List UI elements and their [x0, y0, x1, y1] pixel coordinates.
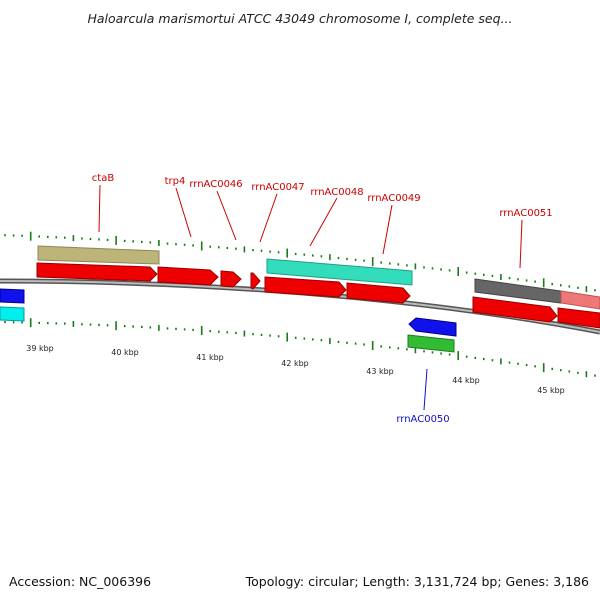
- genome-info-text: Topology: circular; Length: 3,131,724 bp…: [245, 574, 589, 589]
- left-blue-reverse-feature[interactable]: [0, 288, 25, 304]
- scale-labels: 39 kbp 40 kbp 41 kbp 42 kbp 43 kbp 44 kb…: [26, 344, 565, 395]
- cds-arrow[interactable]: [264, 276, 347, 298]
- scale-label: 41 kbp: [196, 353, 224, 362]
- map-title: Haloarcula marismortui ATCC 43049 chromo…: [87, 11, 513, 26]
- cds-arrow[interactable]: [557, 307, 600, 329]
- scale-label: 45 kbp: [537, 386, 565, 395]
- gene-label-rrnAC0051[interactable]: rrnAC0051: [499, 208, 552, 219]
- label-leaders: [98, 184, 523, 411]
- gene-label-rrnAC0049[interactable]: rrnAC0049: [367, 193, 420, 204]
- gene-label-rrnAC0047[interactable]: rrnAC0047: [251, 182, 304, 193]
- scale-label: 42 kbp: [281, 359, 309, 368]
- gene-label-rrnAC0048[interactable]: rrnAC0048: [310, 187, 363, 198]
- rrnAC0051-pink-feature[interactable]: [560, 290, 600, 310]
- rrnAC0050-cds-arrow[interactable]: [408, 317, 457, 337]
- cds-arrow[interactable]: [346, 282, 411, 304]
- accession-text: Accession: NC_006396: [9, 574, 152, 589]
- inner-tick-marks: [4, 318, 596, 378]
- scale-label: 40 kbp: [111, 348, 139, 357]
- cds-arrow[interactable]: [250, 272, 261, 290]
- scale-label: 43 kbp: [366, 367, 394, 376]
- cds-arrow[interactable]: [157, 266, 219, 286]
- ctaB-feature[interactable]: [37, 245, 160, 265]
- scale-label: 44 kbp: [452, 376, 480, 385]
- rrnAC0048-feature[interactable]: [266, 258, 413, 286]
- scale-label: 39 kbp: [26, 344, 54, 353]
- gene-label-rrnAC0046[interactable]: rrnAC0046: [189, 179, 242, 190]
- cds-arrow[interactable]: [220, 270, 242, 288]
- gene-label-rrnAC0050[interactable]: rrnAC0050: [396, 414, 449, 425]
- forward-cds-arrows: [36, 262, 600, 329]
- cds-arrow[interactable]: [36, 262, 158, 282]
- cds-arrow[interactable]: [472, 296, 558, 323]
- left-cyan-feature[interactable]: [0, 306, 25, 322]
- gene-labels: ctaB trp4 rrnAC0046 rrnAC0047 rrnAC0048 …: [92, 173, 553, 425]
- gene-label-trp4[interactable]: trp4: [165, 176, 186, 187]
- gene-label-ctaB[interactable]: ctaB: [92, 173, 115, 184]
- outer-tick-marks: [4, 231, 596, 293]
- rrnAC0050-feature[interactable]: [407, 334, 455, 353]
